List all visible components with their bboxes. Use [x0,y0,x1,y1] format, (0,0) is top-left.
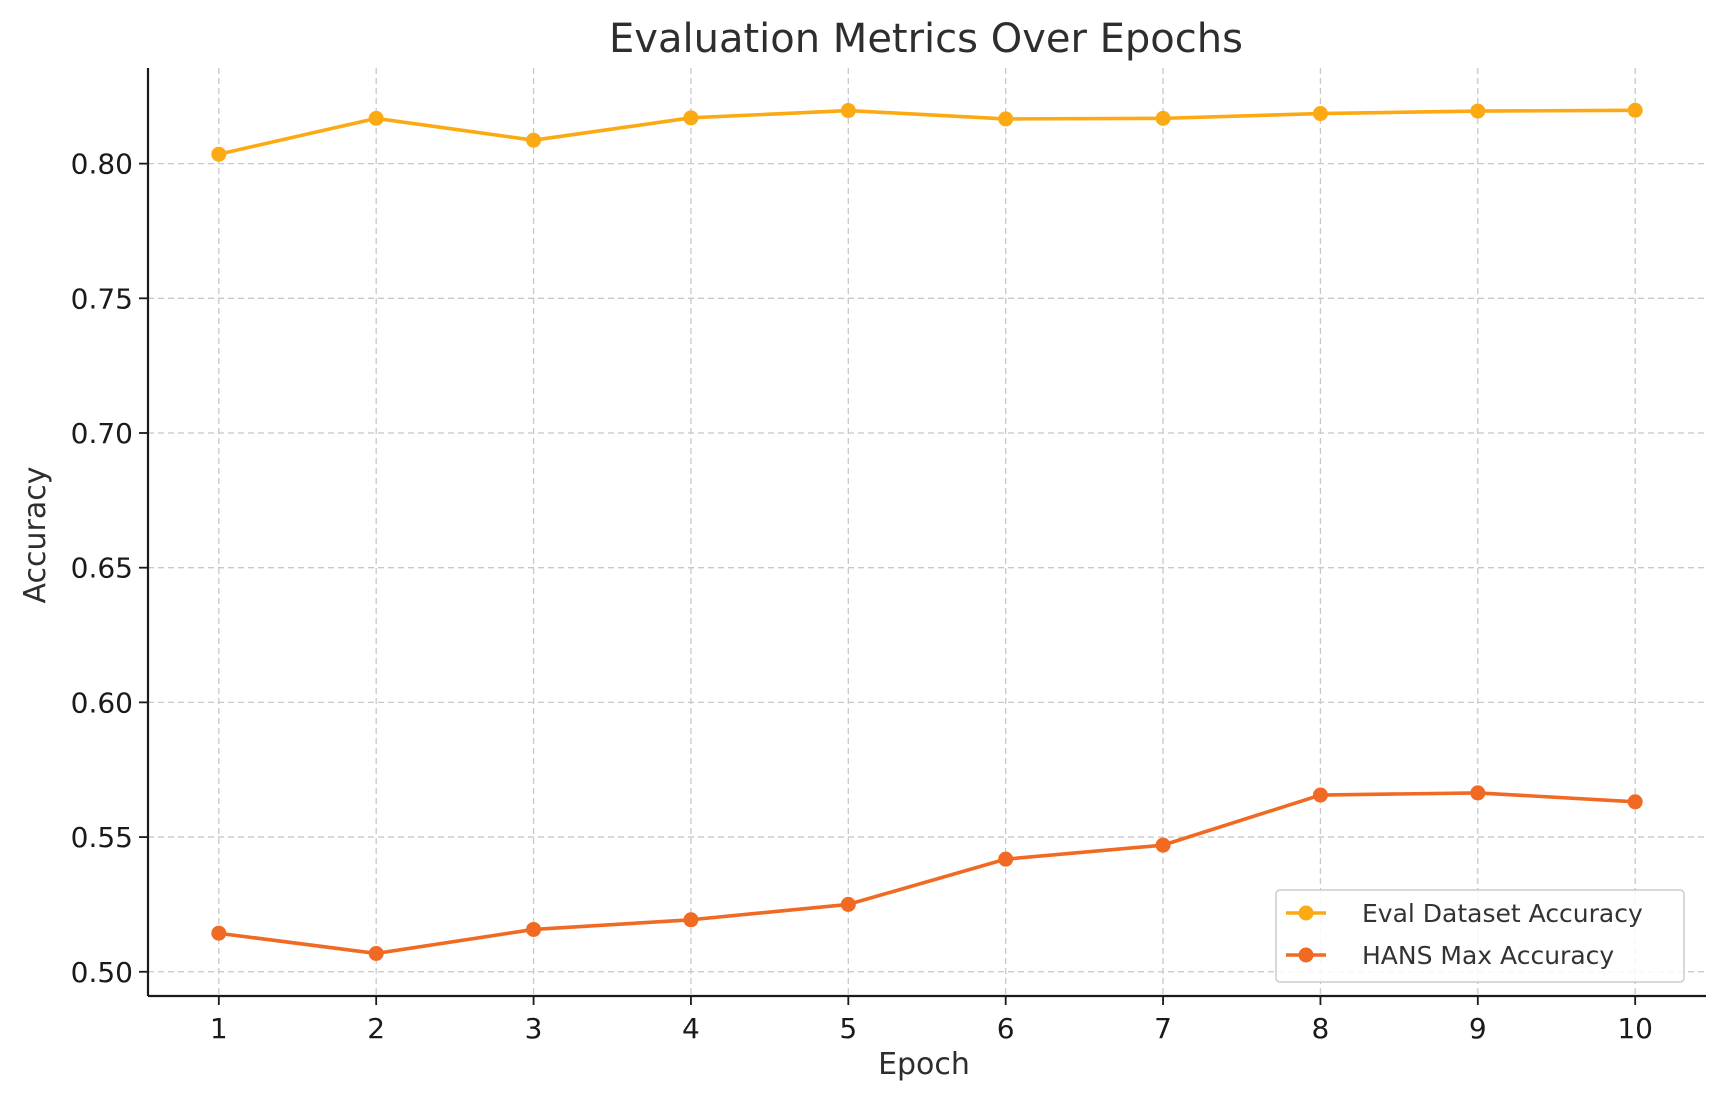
legend-marker [1298,905,1314,921]
legend-marker [1298,947,1314,963]
x-tick-label: 10 [1617,1012,1653,1045]
legend-label: Eval Dataset Accuracy [1362,899,1643,928]
data-point [1470,103,1486,119]
series-line [217,108,1637,157]
data-point [1155,110,1171,126]
data-point [526,921,542,937]
data-point [1155,837,1171,853]
legend-entry: HANS Max Accuracy [1286,941,1614,970]
x-tick-label: 6 [997,1012,1015,1045]
data-point [1627,102,1643,118]
x-tick-label: 5 [839,1012,857,1045]
data-point [840,103,856,119]
x-axis-label: Epoch [878,1047,970,1082]
y-tick-label: 0.55 [71,821,133,854]
y-tick-label: 0.65 [71,552,133,585]
chart-title: Evaluation Metrics Over Epochs [609,16,1243,62]
legend: Eval Dataset Accuracy HANS Max Accuracy [1275,889,1685,983]
data-point [683,912,699,928]
data-point [683,110,699,126]
data-point [1470,785,1486,801]
axes [146,68,1706,998]
data-point [998,111,1014,127]
data-point [211,146,227,162]
y-tick-label: 0.60 [71,686,133,719]
legend-entry: Eval Dataset Accuracy [1286,899,1643,928]
y-tick-label: 0.70 [71,417,133,450]
series-2 [211,785,1643,961]
legend-label: HANS Max Accuracy [1362,941,1614,970]
y-tick-label: 0.50 [71,956,133,989]
x-axis-ticks: 1 2 3 4 5 6 7 8 9 10 [210,996,1653,1045]
y-tick-label: 0.80 [71,148,133,181]
data-point [1312,106,1328,122]
data-point [526,132,542,148]
legend-box [1275,889,1685,983]
series-1 [211,102,1643,162]
x-tick-label: 9 [1469,1012,1487,1045]
data-point [998,851,1014,867]
data-point [1312,787,1328,803]
x-tick-label: 2 [367,1012,385,1045]
y-axis-ticks: 0.50 0.55 0.60 0.65 0.70 0.75 0.80 [71,148,148,989]
data-point [840,896,856,912]
data-series [211,102,1643,961]
data-point [211,925,227,941]
x-tick-label: 3 [525,1012,543,1045]
x-tick-label: 4 [682,1012,700,1045]
series-line [217,791,1637,956]
y-tick-label: 0.75 [71,282,133,315]
x-tick-label: 8 [1312,1012,1330,1045]
x-tick-label: 7 [1154,1012,1172,1045]
legend-entries: Eval Dataset Accuracy HANS Max Accuracy [1286,899,1643,970]
x-tick-label: 1 [210,1012,228,1045]
data-point [1627,794,1643,810]
data-point [368,945,384,961]
y-axis-label: Accuracy [18,467,53,604]
data-point [368,110,384,126]
